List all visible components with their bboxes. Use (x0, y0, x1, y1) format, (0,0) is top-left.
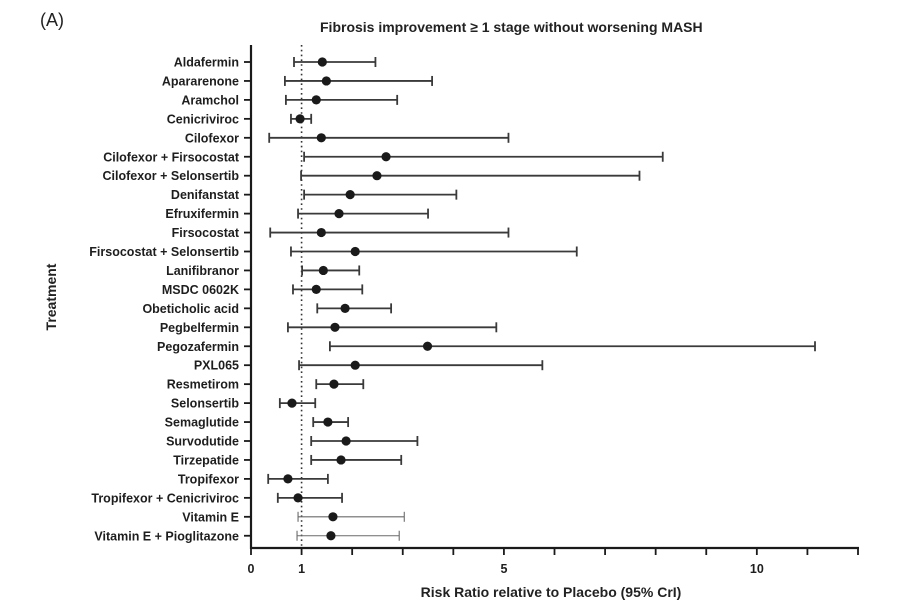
forest-row: Firsocostat + Selonsertib (89, 245, 578, 259)
point-estimate (329, 379, 339, 389)
forest-row: Survodutide (166, 435, 419, 449)
forest-row: MSDC 0602K (162, 283, 364, 297)
treatment-label: Tropifexor (178, 472, 239, 486)
point-estimate (350, 246, 360, 257)
point-estimate (336, 455, 346, 465)
forest-row: Semaglutide (165, 416, 350, 430)
forest-row: Denifanstat (171, 188, 458, 202)
point-estimate (311, 95, 321, 105)
point-estimate (326, 531, 336, 541)
forest-row: Vitamin E (182, 510, 405, 524)
point-estimate (295, 114, 305, 124)
x-tick-label: 1 (298, 562, 305, 576)
forest-row: Resmetirom (167, 378, 365, 392)
forest-row: Aldafermin (174, 56, 377, 70)
forest-row: PXL065 (194, 359, 544, 373)
x-tick-label: 10 (750, 562, 764, 576)
forest-row: Cilofexor + Firsocostat (103, 150, 664, 164)
point-estimate (328, 512, 338, 522)
treatment-label: Lanifibranor (166, 264, 239, 278)
forest-row: Obeticholic acid (142, 302, 393, 316)
point-estimate (381, 152, 391, 162)
point-estimate (311, 284, 321, 294)
forest-row: Tropifexor (178, 472, 329, 486)
forest-row: Lanifibranor (166, 264, 361, 278)
point-estimate (345, 190, 355, 200)
forest-row: Pegozafermin (157, 340, 816, 354)
treatment-label: Cilofexor + Selonsertib (103, 169, 240, 183)
treatment-label: Selonsertib (171, 397, 239, 411)
treatment-label: Apararenone (162, 74, 239, 88)
x-ticks-layer: 0 1 5 10 (248, 548, 859, 576)
chart-title: Fibrosis improvement ≥ 1 stage without w… (320, 19, 703, 35)
forest-row: Cenicriviroc (167, 112, 313, 126)
treatment-label: Efruxifermin (165, 207, 239, 221)
treatment-label: Firsocostat (172, 226, 240, 240)
treatment-label: Cilofexor + Firsocostat (103, 150, 240, 164)
forest-row: Selonsertib (171, 397, 317, 411)
forest-row: Vitamin E + Pioglitazone (94, 529, 400, 543)
treatment-label: Vitamin E + Pioglitazone (94, 529, 239, 543)
treatment-label: Pegozafermin (157, 340, 239, 354)
forest-row: Cilofexor (185, 131, 510, 145)
point-estimate (372, 171, 382, 181)
forest-row: Aramchol (181, 93, 399, 107)
treatment-label: Aramchol (181, 93, 239, 107)
point-estimate (293, 493, 303, 503)
treatment-label: Cenicriviroc (167, 112, 239, 126)
treatment-label: Vitamin E (182, 510, 239, 524)
forest-row: Apararenone (162, 74, 433, 88)
x-axis-title: Risk Ratio relative to Placebo (95% CrI) (421, 584, 682, 600)
panel-label: (A) (40, 10, 64, 30)
point-estimate (318, 265, 328, 276)
treatment-label: Firsocostat + Selonsertib (89, 245, 239, 259)
x-tick-label: 0 (248, 562, 255, 576)
point-estimate (287, 398, 297, 408)
point-estimate (350, 360, 360, 370)
forest-row: Tropifexor + Cenicriviroc (91, 491, 343, 505)
forest-row: Firsocostat (172, 226, 510, 240)
treatment-label: Tirzepatide (173, 453, 239, 467)
point-estimate (323, 417, 333, 427)
point-estimate (340, 303, 350, 313)
rows-layer: Aldafermin Apararenone Aramchol Cenicriviro… (89, 56, 816, 543)
x-tick-label: 5 (500, 562, 507, 576)
treatment-label: Semaglutide (165, 416, 239, 430)
treatment-label: Resmetirom (167, 378, 239, 392)
point-estimate (422, 341, 433, 351)
treatment-label: Pegbelfermin (160, 321, 239, 335)
treatment-label: PXL065 (194, 359, 239, 373)
treatment-label: Aldafermin (174, 56, 239, 70)
point-estimate (334, 209, 344, 219)
treatment-label: Tropifexor + Cenicriviroc (91, 491, 239, 505)
point-estimate (317, 57, 327, 67)
treatment-label: Denifanstat (171, 188, 240, 202)
forest-row: Cilofexor + Selonsertib (103, 169, 641, 183)
point-estimate (316, 227, 326, 238)
point-estimate (283, 474, 293, 484)
point-estimate (321, 76, 331, 86)
point-estimate (316, 133, 326, 143)
forest-row: Efruxifermin (165, 207, 429, 221)
point-estimate (330, 322, 340, 332)
treatment-label: Obeticholic acid (142, 302, 239, 316)
forest-row: Pegbelfermin (160, 321, 498, 335)
axes-layer (249, 45, 859, 550)
forest-row: Tirzepatide (173, 453, 403, 467)
y-axis-title: Treatment (43, 263, 59, 330)
point-estimate (341, 436, 351, 446)
treatment-label: MSDC 0602K (162, 283, 239, 297)
treatment-label: Survodutide (166, 435, 239, 449)
treatment-label: Cilofexor (185, 131, 239, 145)
